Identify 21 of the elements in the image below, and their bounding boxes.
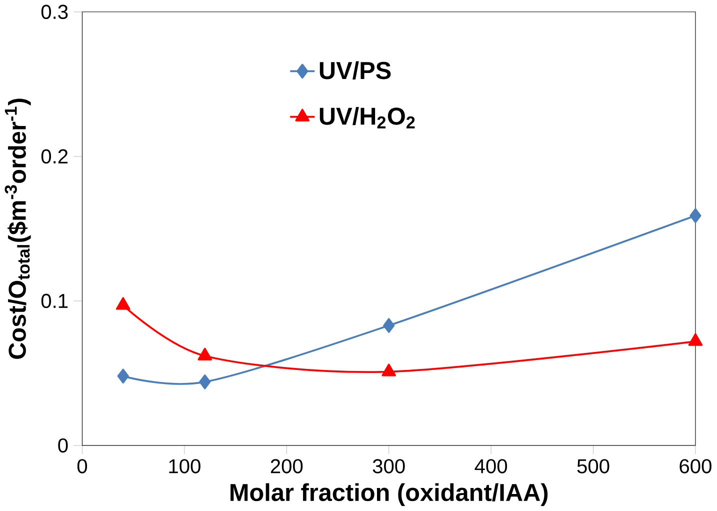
point: [383, 318, 395, 334]
y-tick-label: 0.2: [41, 149, 68, 164]
point: [198, 348, 212, 360]
point: [690, 208, 702, 224]
y-axis-title: Cost/O$_{total}$($m$^{-3}$order$^{-1}$): [4, 98, 31, 360]
y-tick-label: 0: [58, 438, 68, 453]
x-tick-label: 200: [270, 459, 303, 474]
point: [116, 297, 130, 310]
legend-label: UV/PS: [320, 61, 391, 80]
x-tick-label: 500: [577, 459, 610, 474]
y-tick-label: 0.3: [41, 4, 68, 20]
x-axis-title: Molar fraction (oxidant/IAA): [230, 483, 548, 506]
x-tick-label: 300: [372, 459, 405, 474]
y-tick-label: 0.1: [41, 294, 68, 308]
point: [382, 364, 396, 376]
legend-label: UV/H$_{2}$O$_{2}$: [320, 107, 415, 128]
point: [688, 333, 703, 346]
x-tick-label: 0: [77, 459, 88, 474]
x-tick-label: 400: [474, 459, 508, 474]
x-tick-label: 600: [680, 459, 712, 474]
x-tick-label: 100: [169, 459, 200, 474]
